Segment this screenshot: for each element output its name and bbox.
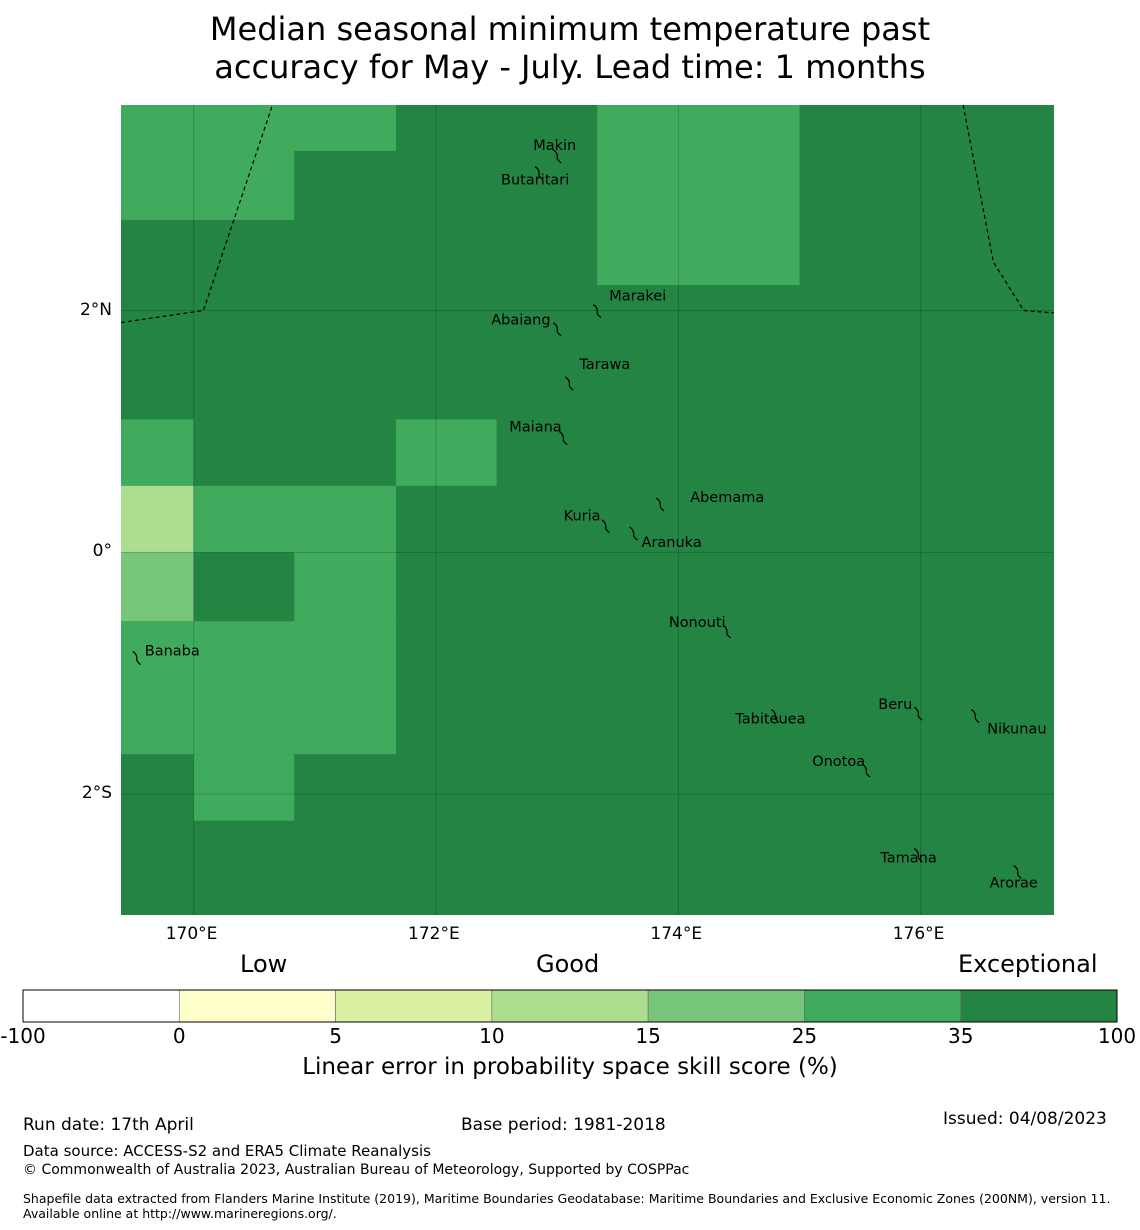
colorbar-label-exceptional: Exceptional [958,950,1098,978]
skill-cell [121,621,397,755]
island-outline [552,149,562,164]
island-label: Abemama [690,490,764,506]
skill-cell [193,105,295,220]
island-label: Beru [878,697,912,713]
colorbar-swatch [178,989,336,1023]
island-outline [534,166,544,181]
colorbar-swatch [491,989,649,1023]
island-label: Tamana [879,851,936,867]
lat-tick-label: 2°N [79,299,112,320]
skill-cell [121,485,194,553]
eez-boundary-west [120,104,274,324]
skill-cell [597,105,800,286]
colorbar-swatch [335,989,493,1023]
island-outline [558,430,568,445]
colorbar-tick-label: 10 [479,1024,505,1048]
lon-tick-label: 172°E [408,924,460,944]
colorbar-swatch [22,989,180,1023]
colorbar-tick-label: 0 [172,1024,186,1048]
colorbar-swatch [960,989,1118,1023]
skill-cell [121,105,194,220]
island-label: Kuria [564,509,601,525]
copyright: © Commonwealth of Australia 2023, Austra… [23,1162,690,1178]
skill-cell [121,552,194,622]
island-label: Marakei [609,289,666,305]
skill-cell [294,105,397,151]
colorbar-tick-label: 5 [329,1024,342,1048]
colorbar [22,989,1118,1023]
island-outline [564,376,574,391]
island-label: Tarawa [578,357,630,373]
island-outline [1013,864,1022,880]
skill-cell [193,754,295,821]
colorbar-tick-label: 15 [635,1024,661,1048]
island-label: Onotoa [812,754,865,770]
lat-tick-label: 2°S [81,783,112,804]
island-outline [913,706,923,721]
lon-tick-label: 174°E [650,924,703,944]
island-outline [970,709,980,724]
colorbar-tick-label: -100 [0,1024,46,1048]
colorbar-tick-label: 25 [791,1024,818,1048]
island-label: Abaiang [491,313,550,329]
skill-cell [121,419,194,486]
colorbar-label-good: Good [536,950,600,978]
issued-date: Issued: 04/08/2023 [943,1109,1107,1129]
skill-cell [294,552,397,622]
map-title: Median seasonal minimum temperature past… [0,10,1140,86]
island-outline [629,526,638,541]
colorbar-label-low: Low [240,950,288,978]
skill-cell [396,419,497,486]
island-label: Aranuka [642,535,702,551]
island-outline [861,763,871,778]
title-line-1: Median seasonal minimum temperature past [209,10,931,48]
skill-map: Makin Butaritari Marakei Abaiang Tarawa Maian… [120,104,1055,915]
data-source: Data source: ACCESS-S2 and ERA5 Climate … [23,1142,431,1160]
island-outline [913,848,923,863]
title-line-2: accuracy for May - July. Lead time: 1 mo… [214,48,926,86]
colorbar-swatch [804,989,962,1023]
island-label: Arorae [990,875,1038,891]
eez-boundary-east [962,104,1055,314]
island-outline [601,519,610,534]
island-outline [722,624,732,639]
colorbar-swatch [647,989,805,1023]
lat-tick-label: 0° [92,541,112,562]
colorbar-frame [22,989,1118,1023]
colorbar-tick-label: 100 [1097,1024,1137,1048]
island-label: Maiana [509,419,561,435]
lon-tick-label: 176°E [892,924,945,944]
island-outline [655,497,665,512]
island-label: Makin [533,138,576,154]
skill-cell [193,485,397,553]
island-outline [592,304,602,319]
shapefile-credit: Shapefile data extracted from Flanders M… [23,1191,1111,1221]
base-period: Base period: 1981-2018 [461,1115,666,1135]
colorbar-tick-label: 35 [947,1024,974,1048]
island-label: Butaritari [501,173,569,189]
island-outline [770,709,780,724]
island-outline [552,322,562,337]
island-label: Banaba [145,643,200,659]
run-date: Run date: 17th April [23,1115,194,1135]
colorbar-title: Linear error in probability space skill … [302,1054,838,1080]
island-label: Nonouti [669,615,726,631]
island-label: Nikunau [987,722,1046,738]
lon-tick-label: 170°E [165,924,218,944]
island-label: Tabiteuea [734,712,805,728]
island-outline [132,650,142,666]
